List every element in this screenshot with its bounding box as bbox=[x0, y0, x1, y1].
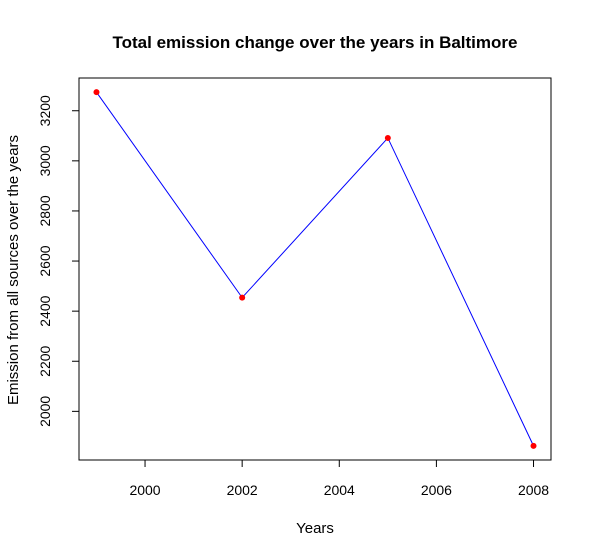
x-tick-label: 2000 bbox=[129, 482, 160, 498]
x-tick-label: 2002 bbox=[227, 482, 258, 498]
data-point bbox=[384, 134, 391, 141]
x-tick-label: 2004 bbox=[324, 482, 355, 498]
data-point bbox=[93, 89, 100, 96]
y-tick-label: 2200 bbox=[37, 345, 53, 376]
data-point bbox=[239, 294, 246, 301]
y-tick-label: 3200 bbox=[37, 95, 53, 126]
y-tick-label: 2600 bbox=[37, 245, 53, 276]
y-axis: 2000 2200 2400 2600 2800 3000 3200 bbox=[37, 95, 80, 427]
series-group bbox=[93, 89, 537, 449]
plot-frame bbox=[78, 77, 552, 461]
y-tick-label: 2400 bbox=[37, 295, 53, 326]
x-tick-label: 2006 bbox=[421, 482, 452, 498]
data-point bbox=[530, 442, 537, 449]
x-tick-label: 2008 bbox=[518, 482, 549, 498]
x-axis: 2000 2002 2004 2006 2008 bbox=[129, 459, 549, 498]
y-tick-label: 3000 bbox=[37, 145, 53, 176]
chart-title: Total emission change over the years in … bbox=[113, 33, 518, 52]
y-axis-label: Emission from all sources over the years bbox=[5, 135, 22, 405]
series-line bbox=[96, 91, 534, 447]
x-axis-label: Years bbox=[296, 520, 334, 537]
y-tick-label: 2800 bbox=[37, 195, 53, 226]
y-tick-label: 2000 bbox=[37, 396, 53, 427]
